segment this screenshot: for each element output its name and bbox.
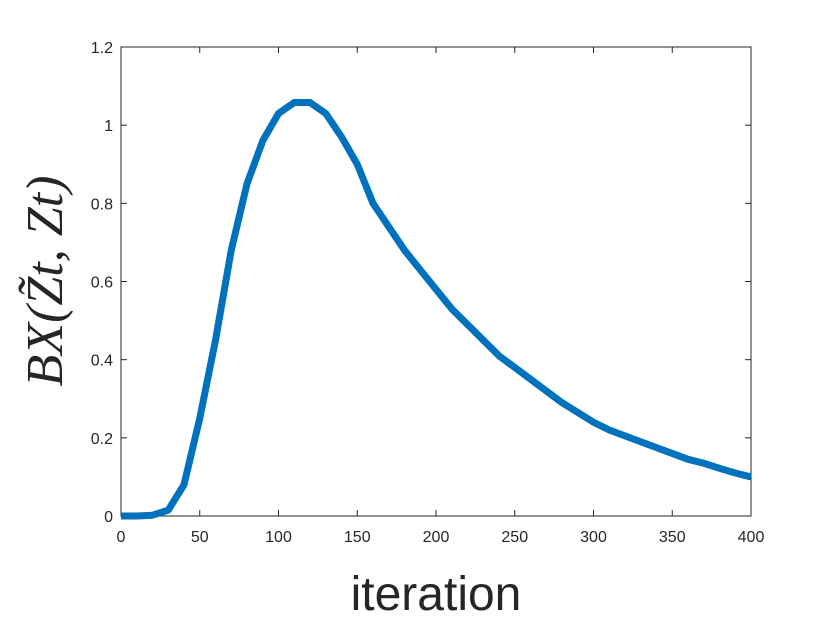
x-tick-label: 50 — [191, 529, 209, 546]
x-axis-label: iteration — [351, 568, 522, 621]
y-tick-label: 0.2 — [91, 431, 113, 448]
x-tick-label: 350 — [659, 529, 686, 546]
x-tick-label: 150 — [344, 529, 371, 546]
x-tick-label: 200 — [423, 529, 450, 546]
x-tick-label: 0 — [117, 529, 126, 546]
line-series — [121, 98, 752, 520]
x-tick-label: 100 — [265, 529, 292, 546]
x-tick-label: 400 — [738, 529, 765, 546]
x-tick-label: 250 — [501, 529, 528, 546]
x-tick-label: 300 — [580, 529, 607, 546]
y-tick-label: 0.8 — [91, 196, 113, 213]
y-tick-label: 0.6 — [91, 275, 113, 292]
y-tick-label: 1.2 — [91, 40, 113, 57]
y-tick-label: 0.4 — [91, 353, 113, 370]
y-tick-label: 1 — [104, 118, 113, 135]
y-tick-label: 0 — [104, 509, 113, 526]
y-axis-label: BX(Z̃t, Zt) — [17, 176, 74, 387]
